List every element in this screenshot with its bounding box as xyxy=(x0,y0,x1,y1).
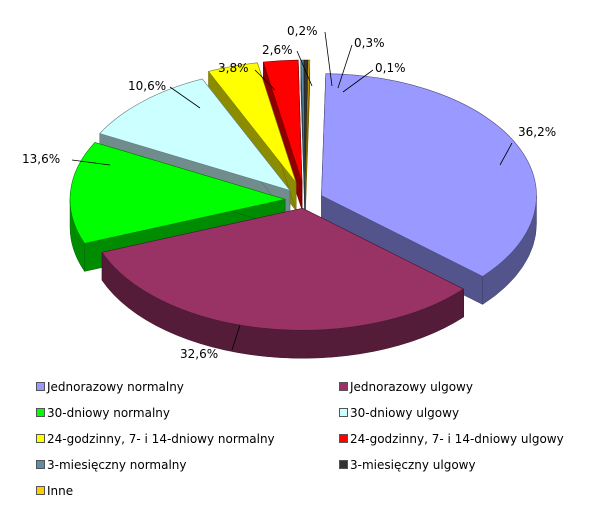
leader-line-4 xyxy=(254,69,276,91)
pie-slice-top-2 xyxy=(69,142,287,244)
legend-item-6: 3-miesięczny normalny xyxy=(36,458,187,472)
pie-slice-top-5 xyxy=(262,59,303,183)
legend-swatch-3 xyxy=(339,408,348,417)
pie-slice-8 xyxy=(305,59,311,211)
value-labels: 36,2% 32,6% 13,6% 10,6% 3,8% 2,6% 0,2% 0,3% 0,1% xyxy=(22,24,556,361)
legend-item-7: 3-miesięczny ulgowy xyxy=(339,458,476,472)
pie-slice-top-3 xyxy=(99,78,291,191)
value-label-1: 32,6% xyxy=(180,347,218,361)
legend-swatch-0 xyxy=(36,382,45,391)
legend-item-4: 24-godzinny, 7- i 14-dniowy normalny xyxy=(36,432,275,446)
legend-swatch-2 xyxy=(36,408,45,417)
legend-label-4: 24-godzinny, 7- i 14-dniowy normalny xyxy=(47,432,275,446)
pie-slice-top-8 xyxy=(305,59,311,183)
leader-line-6 xyxy=(324,31,333,87)
pie-slice-top-0 xyxy=(321,73,537,277)
value-label-8: 0,1% xyxy=(375,61,406,75)
pie-slice-1 xyxy=(101,207,465,359)
pie-slices xyxy=(69,59,537,359)
leader-line-8 xyxy=(342,69,374,93)
legend-swatch-7 xyxy=(339,460,348,469)
legend-label-1: Jednorazowy ulgowy xyxy=(350,380,473,394)
legend-item-5: 24-godzinny, 7- i 14-dniowy ulgowy xyxy=(339,432,564,446)
legend-label-5: 24-godzinny, 7- i 14-dniowy ulgowy xyxy=(350,432,564,446)
legend-label-2: 30-dniowy normalny xyxy=(47,406,170,420)
leader-line-0 xyxy=(499,142,513,166)
legend-item-0: Jednorazowy normalny xyxy=(36,380,184,394)
legend-swatch-1 xyxy=(339,382,348,391)
pie-slice-0 xyxy=(321,73,537,305)
legend-item-3: 30-dniowy ulgowy xyxy=(339,406,459,420)
leader-line-3 xyxy=(169,86,201,109)
pie-slice-6 xyxy=(300,59,305,211)
value-label-0: 36,2% xyxy=(518,125,556,139)
leader-line-2 xyxy=(71,159,111,166)
value-label-2: 13,6% xyxy=(22,152,60,166)
legend-label-0: Jednorazowy normalny xyxy=(47,380,184,394)
pie-slice-top-7 xyxy=(303,59,309,183)
pie-slice-top-1 xyxy=(101,207,465,331)
legend-item-8: Inne xyxy=(36,484,73,498)
value-label-5: 2,6% xyxy=(262,43,293,57)
value-label-6: 0,2% xyxy=(287,24,318,38)
pie-chart: 36,2% 32,6% 13,6% 10,6% 3,8% 2,6% 0,2% 0,3% 0,1% xyxy=(22,24,556,361)
legend-label-6: 3-miesięczny normalny xyxy=(47,458,187,472)
leader-line-7 xyxy=(337,44,353,89)
leader-line-5 xyxy=(296,50,313,87)
leader-lines xyxy=(71,31,513,351)
legend-swatch-4 xyxy=(36,434,45,443)
leader-line-1 xyxy=(231,324,241,351)
legend-swatch-6 xyxy=(36,460,45,469)
legend-label-3: 30-dniowy ulgowy xyxy=(350,406,460,420)
legend-swatch-5 xyxy=(339,434,348,443)
value-label-3: 10,6% xyxy=(128,79,166,93)
value-label-7: 0,3% xyxy=(354,36,385,50)
value-label-4: 3,8% xyxy=(218,61,249,75)
legend-label-8: Inne xyxy=(47,484,74,498)
legend-item-2: 30-dniowy normalny xyxy=(36,406,170,420)
legend-label-7: 3-miesięczny ulgowy xyxy=(350,458,476,472)
pie-slice-top-4 xyxy=(207,62,297,183)
legend-item-1: Jednorazowy ulgowy xyxy=(339,380,473,394)
legend-swatch-8 xyxy=(36,486,45,495)
